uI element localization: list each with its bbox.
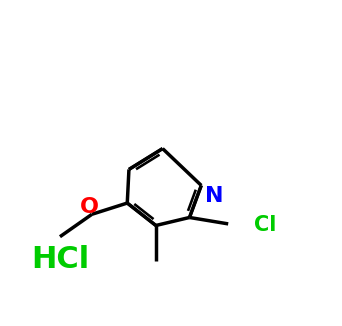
- Text: N: N: [205, 186, 223, 206]
- Text: Cl: Cl: [254, 215, 277, 235]
- Text: O: O: [80, 197, 99, 217]
- Text: HCl: HCl: [31, 244, 89, 274]
